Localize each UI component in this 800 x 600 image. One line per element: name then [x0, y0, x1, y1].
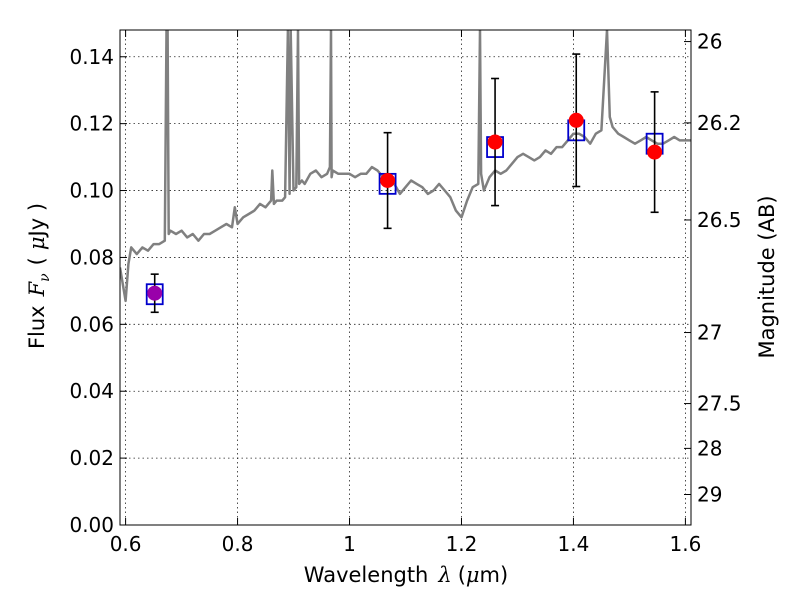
x-tick-label: 1.4 [558, 532, 590, 556]
x-axis-title: Wavelength λ (μm) [304, 563, 508, 587]
y2-tick-label: 26.5 [697, 208, 742, 232]
x-tick-label: 0.8 [222, 532, 254, 556]
y-axis-unit-rest: Jy ) [25, 203, 49, 239]
x-axis-title-prefix: Wavelength [304, 563, 429, 587]
y2-tick-label: 27.5 [697, 392, 742, 416]
y-tick-label: 0.04 [69, 379, 114, 403]
y2-tick-label: 26 [697, 30, 722, 54]
y-tick-label: 0.10 [69, 179, 114, 203]
y2-tick-label: 28 [697, 436, 722, 460]
y-tick-label: 0.02 [69, 446, 114, 470]
y-axis-title-prefix: Flux [25, 305, 49, 349]
plot-frame [119, 29, 692, 526]
y-tick-label: 0.12 [69, 112, 114, 136]
y-tick-label: 0.06 [69, 312, 114, 336]
y-tick-label: 0.14 [69, 45, 114, 69]
y2-axis-title: Magnitude (AB) [755, 195, 779, 358]
y2-tick-label: 26.2 [697, 111, 742, 135]
y-axis-subscript: ν [37, 273, 53, 282]
axis-ticks: 0.6 0.8 1 1.2 1.4 1.6 0.00 0.02 0.04 0.06 0.08 0.10… [69, 30, 741, 556]
y-tick-label: 0.08 [69, 245, 114, 269]
x-tick-label: 1.6 [669, 532, 701, 556]
y-axis-unit-open: ( [25, 257, 49, 265]
spectrum-line [120, 30, 691, 303]
y2-tick-label: 29 [697, 482, 722, 506]
x-axis-unit-mu: μ [466, 563, 480, 587]
observed-point [147, 285, 163, 301]
grid-lines [120, 30, 691, 526]
observed-point [380, 173, 396, 189]
x-axis-unit-rest: m) [480, 563, 509, 587]
y-axis-unit-mu: μ [25, 236, 49, 250]
y-axis-symbol: F [25, 280, 49, 297]
x-tick-label: 0.6 [110, 532, 142, 556]
x-tick-label: 1 [343, 532, 356, 556]
y-axis-title: Flux Fν ( μJy ) [25, 203, 53, 349]
plot-area [120, 30, 691, 314]
y-tick-label: 0.00 [69, 513, 114, 537]
observed-point [647, 144, 663, 160]
x-axis-unit-open: ( [458, 563, 466, 587]
x-tick-label: 1.2 [446, 532, 478, 556]
y2-tick-label: 27 [697, 321, 722, 345]
observed-point [487, 134, 503, 150]
x-axis-symbol: λ [437, 563, 451, 587]
observed-point [568, 112, 584, 128]
